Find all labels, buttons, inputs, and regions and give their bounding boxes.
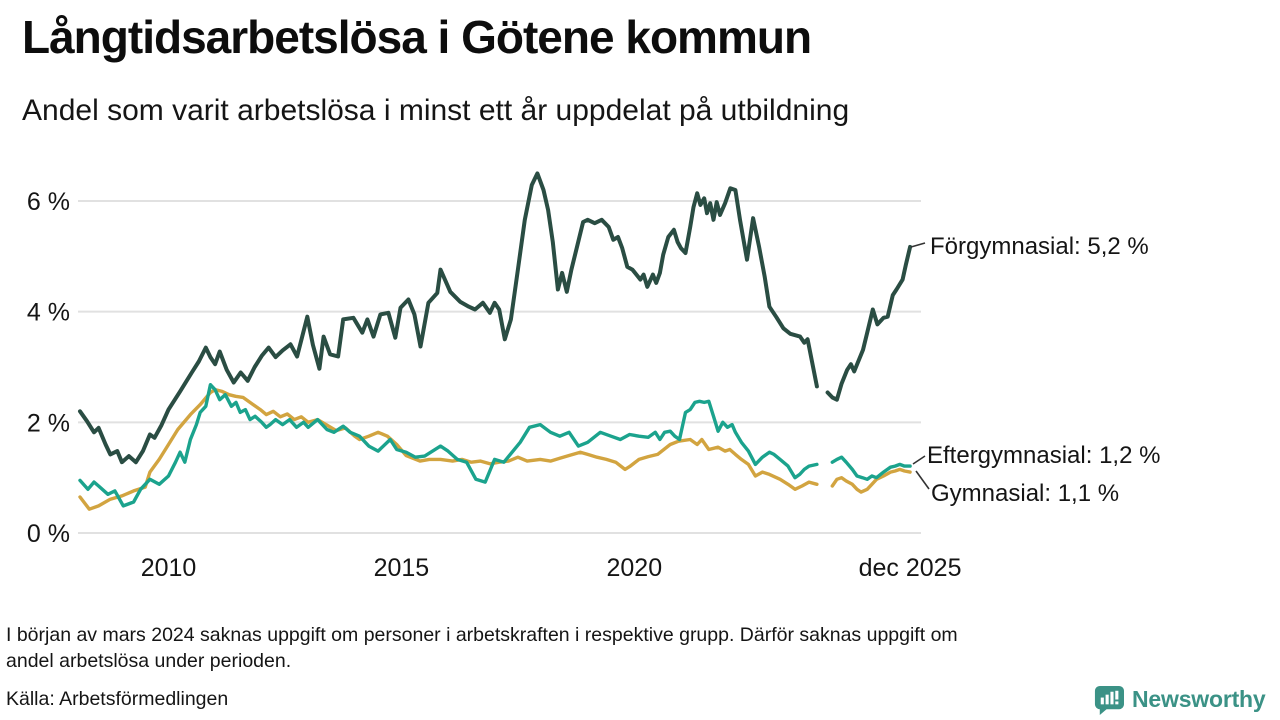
y-tick-label-0: 0 % [27, 520, 70, 548]
logo-exclamation-stem [1115, 690, 1119, 700]
series-line-förgymnasial [78, 171, 913, 465]
source-line: Källa: Arbetsförmedlingen [6, 688, 229, 710]
y-tick-label-4: 4 % [27, 299, 70, 327]
x-tick-label-2: 2020 [606, 554, 662, 582]
gridlines [78, 200, 921, 534]
connector-line-2 [915, 470, 930, 490]
series-line-eftergymnasial [78, 383, 912, 508]
page-title: Långtidsarbetslösa i Götene kommun [22, 11, 812, 63]
logo-exclamation-dot [1115, 701, 1119, 705]
footnote: I början av mars 2024 saknas uppgift om … [6, 622, 958, 674]
x-tick-label-0: 2010 [141, 554, 197, 582]
newsworthy-logo: Newsworthy [1093, 684, 1266, 715]
series-end-label-forgymnasial: Förgymnasial: 5,2 % [930, 233, 1149, 260]
footnote-line-2: andel arbetslösa under perioden. [6, 650, 292, 672]
connector-line-0 [910, 242, 926, 248]
series-lines [78, 171, 913, 511]
newsworthy-wordmark: Newsworthy [1132, 686, 1266, 712]
newsworthy-logo-icon [1094, 685, 1124, 715]
y-tick-label-2: 2 % [27, 409, 70, 437]
footnote-line-1: I början av mars 2024 saknas uppgift om … [6, 624, 958, 646]
y-axis-tick-labels: 0 % 2 % 4 % 6 % [27, 188, 70, 548]
series-end-label-eftergymnasial: Eftergymnasial: 1,2 % [927, 442, 1161, 469]
connector-line-1 [912, 455, 926, 465]
logo-bar-1 [1100, 697, 1104, 705]
x-tick-label-3: dec 2025 [859, 554, 962, 582]
logo-bubble-shape [1094, 685, 1124, 715]
logo-bar-3 [1110, 691, 1114, 705]
series-end-label-gymnasial: Gymnasial: 1,1 % [931, 480, 1120, 507]
label-connector-lines [910, 242, 930, 490]
x-tick-label-1: 2015 [374, 554, 430, 582]
x-axis-tick-labels: 2010 2015 2020 dec 2025 [141, 554, 962, 582]
logo-bar-2 [1105, 694, 1109, 705]
y-tick-label-6: 6 % [27, 188, 70, 216]
chart-subtitle: Andel som varit arbetslösa i minst ett å… [22, 94, 850, 127]
